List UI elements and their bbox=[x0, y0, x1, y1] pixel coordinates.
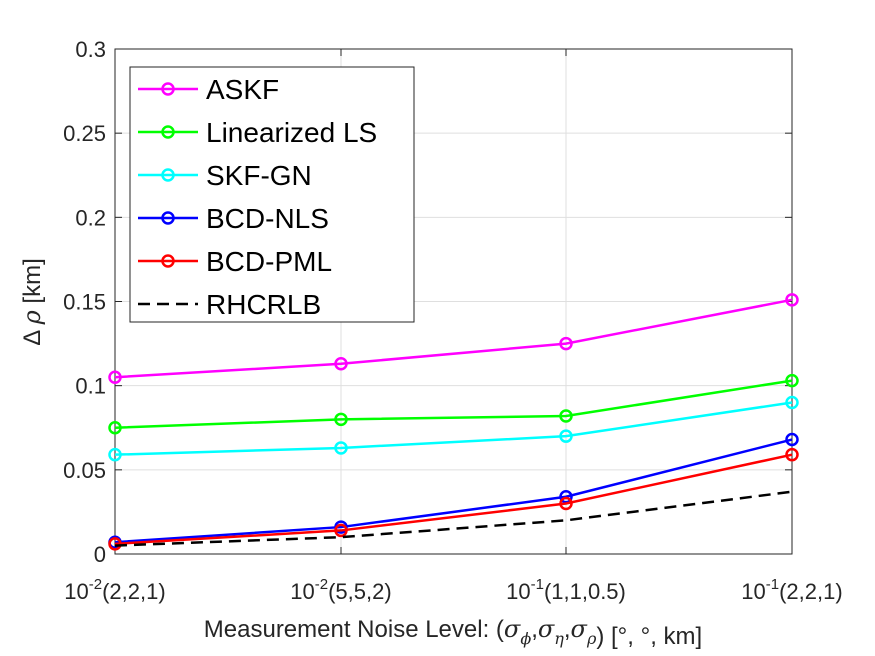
x-tick-label: 10-1(2,2,1) bbox=[741, 576, 842, 604]
data-point bbox=[559, 429, 573, 443]
data-point bbox=[108, 370, 122, 384]
series-bcd-pml bbox=[108, 447, 799, 551]
legend-label: BCD-PML bbox=[206, 246, 332, 277]
data-point bbox=[334, 523, 348, 538]
y-tick-label: 0 bbox=[94, 542, 106, 567]
data-point bbox=[108, 447, 122, 462]
series-askf bbox=[108, 293, 799, 384]
legend-label: RHCRLB bbox=[206, 289, 321, 320]
data-point bbox=[108, 421, 122, 435]
legend-item: BCD-NLS bbox=[138, 203, 329, 234]
legend-label: SKF-GN bbox=[206, 160, 312, 191]
series-line bbox=[114, 453, 793, 546]
y-tick-label: 0.05 bbox=[63, 458, 106, 483]
y-tick-label: 0.2 bbox=[75, 205, 106, 230]
data-point bbox=[334, 441, 348, 455]
legend-item: ASKF bbox=[138, 74, 279, 105]
ticks: 0 0.05 0.1 0.15 0.2 0.25 0.3 10-2(2,2,1) 10-2(5,… bbox=[63, 37, 843, 604]
x-tick-label: 10-2(2,2,1) bbox=[64, 576, 165, 604]
legend-item: BCD-PML bbox=[138, 246, 332, 277]
legend-label: Linearized LS bbox=[206, 117, 377, 148]
y-axis-label: Δ ρ [km] bbox=[18, 258, 46, 345]
data-point bbox=[785, 373, 799, 388]
y-tick-label: 0.15 bbox=[63, 290, 106, 315]
y-tick-label: 0.25 bbox=[63, 121, 106, 146]
axis-labels: Measurement Noise Level: (σϕ,ση,σρ) [°, … bbox=[18, 258, 702, 650]
legend-item: SKF-GN bbox=[138, 160, 312, 191]
legend-item: RHCRLB bbox=[138, 289, 321, 320]
data-point bbox=[559, 496, 573, 511]
legend-item: Linearized LS bbox=[138, 117, 377, 148]
legend-marker bbox=[161, 125, 175, 139]
series-line bbox=[114, 298, 793, 379]
data-point bbox=[334, 357, 348, 371]
legend-marker bbox=[161, 82, 175, 96]
series-linearized-ls bbox=[108, 373, 799, 435]
x-tick-label: 10-1(1,1,0.5) bbox=[506, 576, 626, 604]
data-point bbox=[334, 412, 348, 427]
data-point bbox=[785, 293, 799, 307]
legend-label: ASKF bbox=[206, 74, 279, 105]
legend: ASKF Linearized LS SKF-GN BCD-NLS BCD-PML RHC… bbox=[129, 66, 415, 323]
data-point bbox=[785, 432, 799, 447]
data-point bbox=[785, 395, 799, 410]
legend-marker bbox=[161, 168, 175, 182]
legend-marker bbox=[161, 254, 175, 268]
data-point bbox=[559, 409, 573, 423]
y-tick-label: 0.3 bbox=[75, 37, 106, 62]
data-point bbox=[785, 447, 799, 462]
series-line bbox=[114, 379, 793, 429]
series bbox=[108, 293, 799, 551]
x-axis-label: Measurement Noise Level: (σϕ,ση,σρ) [°, … bbox=[204, 615, 702, 650]
y-tick-label: 0.1 bbox=[75, 374, 106, 399]
x-tick-label: 10-2(5,5,2) bbox=[290, 576, 391, 604]
data-point bbox=[559, 336, 573, 351]
series-skf-gn bbox=[108, 395, 799, 462]
legend-label: BCD-NLS bbox=[206, 203, 329, 234]
data-point bbox=[108, 537, 122, 551]
legend-marker bbox=[161, 211, 175, 225]
series-line bbox=[114, 438, 793, 544]
series-line bbox=[114, 401, 793, 456]
legend-box bbox=[129, 66, 415, 323]
